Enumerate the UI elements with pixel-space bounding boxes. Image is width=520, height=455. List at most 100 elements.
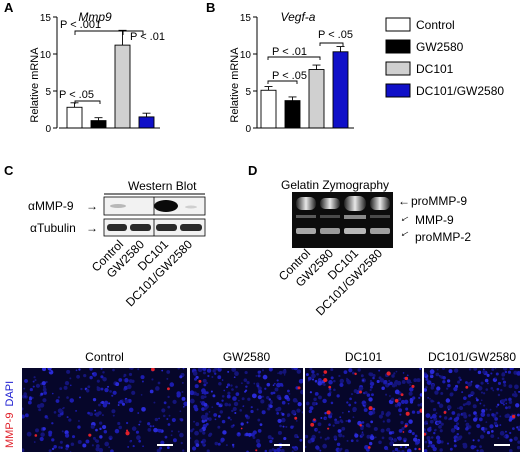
scale-bar bbox=[157, 444, 173, 446]
dapi-nucleus bbox=[381, 386, 385, 391]
dapi-nucleus bbox=[128, 372, 133, 377]
dapi-nucleus bbox=[305, 373, 309, 377]
dapi-nucleus bbox=[79, 396, 81, 399]
dapi-nucleus bbox=[64, 430, 69, 435]
dapi-nucleus bbox=[75, 409, 78, 412]
dapi-nucleus bbox=[58, 445, 61, 449]
dapi-nucleus bbox=[411, 410, 416, 414]
panel-b-bars bbox=[253, 46, 354, 129]
dapi-nucleus bbox=[290, 425, 294, 429]
dapi-nucleus bbox=[291, 409, 296, 415]
dapi-nucleus bbox=[91, 372, 94, 375]
dapi-nucleus bbox=[484, 378, 489, 383]
panel-b-gene-title: Vegf-a bbox=[281, 10, 316, 24]
dapi-nucleus bbox=[409, 400, 414, 404]
zymography-title: Gelatin Zymography bbox=[281, 178, 389, 192]
dapi-nucleus bbox=[344, 449, 349, 452]
dapi-nucleus bbox=[221, 399, 224, 402]
dapi-nucleus bbox=[206, 449, 210, 452]
dapi-nucleus bbox=[388, 436, 393, 441]
dapi-nucleus bbox=[239, 409, 242, 412]
dapi-nucleus bbox=[232, 407, 237, 412]
panel-a-bar-combo bbox=[138, 116, 155, 129]
dapi-nucleus bbox=[190, 429, 194, 433]
dapi-nucleus bbox=[34, 379, 37, 382]
dapi-nucleus bbox=[336, 394, 340, 398]
mmp9-signal bbox=[167, 387, 170, 391]
mmp9-signal bbox=[465, 385, 469, 389]
dapi-nucleus bbox=[338, 374, 341, 378]
mmp9-signal bbox=[313, 418, 316, 421]
dapi-nucleus bbox=[453, 386, 458, 392]
dapi-nucleus bbox=[128, 407, 134, 413]
dapi-nucleus bbox=[33, 376, 36, 379]
dapi-nucleus bbox=[350, 393, 354, 396]
zymo-band-promm2-dc101 bbox=[344, 228, 366, 234]
dapi-nucleus bbox=[449, 417, 453, 420]
mmp9-signal bbox=[404, 376, 409, 381]
dapi-nucleus bbox=[429, 374, 434, 379]
dapi-nucleus bbox=[343, 370, 348, 375]
dapi-nucleus bbox=[341, 426, 346, 431]
dapi-nucleus bbox=[66, 369, 71, 374]
dapi-nucleus bbox=[114, 428, 120, 434]
dapi-nucleus bbox=[125, 421, 129, 425]
panel-a-ytick-15: 15 bbox=[40, 13, 52, 24]
dapi-nucleus bbox=[194, 377, 198, 381]
dapi-nucleus bbox=[502, 368, 508, 371]
dapi-nucleus bbox=[511, 368, 514, 370]
dapi-nucleus bbox=[268, 398, 271, 401]
dapi-nucleus bbox=[221, 379, 224, 381]
dapi-nucleus bbox=[282, 369, 287, 374]
dapi-nucleus bbox=[40, 432, 45, 437]
dapi-nucleus bbox=[280, 448, 285, 452]
panel-b: B Vegf-a Relative mRNA 0 5 10 15 P < .05… bbox=[206, 0, 354, 135]
dapi-nucleus bbox=[453, 368, 459, 373]
dapi-nucleus bbox=[370, 385, 373, 389]
dapi-nucleus bbox=[315, 428, 318, 431]
dapi-nucleus bbox=[424, 440, 428, 444]
dapi-nucleus bbox=[483, 368, 485, 371]
dapi-nucleus bbox=[309, 406, 314, 411]
dapi-nucleus bbox=[317, 380, 322, 386]
dapi-nucleus bbox=[435, 435, 441, 440]
dapi-nucleus bbox=[210, 390, 213, 393]
dapi-nucleus bbox=[279, 424, 282, 428]
dapi-nucleus bbox=[360, 426, 364, 431]
dapi-nucleus bbox=[38, 408, 42, 412]
dapi-nucleus bbox=[406, 379, 412, 384]
dapi-nucleus bbox=[462, 443, 465, 446]
dapi-nucleus bbox=[202, 378, 207, 383]
dapi-nucleus bbox=[502, 380, 507, 384]
dapi-nucleus bbox=[450, 428, 456, 433]
dapi-nucleus bbox=[390, 397, 395, 402]
dapi-nucleus bbox=[166, 370, 171, 374]
dapi-nucleus bbox=[32, 380, 35, 383]
dapi-nucleus bbox=[27, 400, 32, 405]
dapi-nucleus bbox=[233, 376, 236, 379]
dapi-nucleus bbox=[490, 372, 493, 375]
dapi-nucleus bbox=[322, 443, 328, 449]
panel-e-stain-label: MMP-9 DAPI bbox=[4, 381, 16, 448]
dapi-nucleus bbox=[297, 402, 302, 407]
dapi-nucleus bbox=[436, 386, 441, 391]
dapi-nucleus bbox=[69, 377, 72, 380]
blot-band-tubulin-control bbox=[107, 224, 127, 231]
dapi-nucleus bbox=[142, 445, 144, 448]
dapi-nucleus bbox=[104, 387, 109, 393]
dapi-nucleus bbox=[159, 446, 163, 450]
dapi-nucleus bbox=[225, 444, 228, 447]
dapi-nucleus bbox=[370, 393, 374, 397]
dapi-nucleus bbox=[208, 433, 212, 437]
dapi-nucleus bbox=[305, 401, 310, 406]
micrograph-dc101 bbox=[305, 368, 422, 452]
dapi-nucleus bbox=[501, 399, 506, 403]
dapi-nucleus bbox=[202, 371, 207, 375]
dapi-nucleus bbox=[104, 441, 110, 447]
dapi-nucleus bbox=[504, 414, 509, 418]
panel-b-pval-2: P < .01 bbox=[272, 46, 307, 58]
mmp9-signal bbox=[323, 370, 328, 374]
dapi-nucleus bbox=[406, 374, 409, 377]
dapi-nucleus bbox=[317, 422, 322, 427]
dapi-nucleus bbox=[491, 368, 495, 371]
